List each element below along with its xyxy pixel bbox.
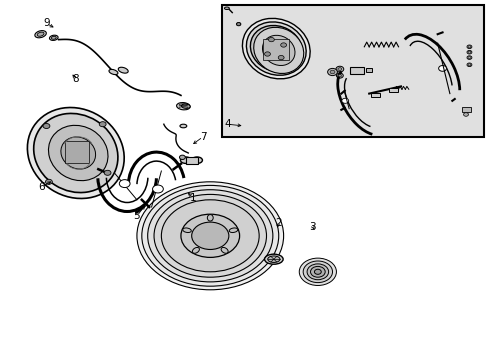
- Ellipse shape: [34, 113, 118, 193]
- Circle shape: [467, 51, 470, 53]
- FancyBboxPatch shape: [65, 141, 89, 163]
- Circle shape: [303, 261, 332, 283]
- Bar: [370, 93, 380, 97]
- Circle shape: [314, 269, 321, 274]
- Bar: [349, 67, 364, 74]
- Circle shape: [268, 37, 274, 42]
- Ellipse shape: [37, 32, 44, 36]
- Ellipse shape: [253, 27, 303, 73]
- Ellipse shape: [262, 35, 294, 66]
- Circle shape: [264, 52, 270, 56]
- Circle shape: [152, 185, 163, 193]
- Ellipse shape: [242, 18, 309, 79]
- Ellipse shape: [35, 31, 46, 38]
- Ellipse shape: [466, 45, 471, 49]
- Circle shape: [329, 70, 334, 74]
- Bar: [461, 107, 470, 112]
- Text: 8: 8: [72, 74, 79, 84]
- Circle shape: [306, 264, 328, 280]
- Circle shape: [467, 57, 470, 59]
- Ellipse shape: [109, 69, 118, 75]
- Circle shape: [310, 266, 325, 277]
- Text: 7: 7: [199, 132, 206, 142]
- Circle shape: [147, 190, 272, 282]
- Ellipse shape: [267, 256, 279, 262]
- FancyBboxPatch shape: [263, 39, 289, 60]
- Circle shape: [299, 258, 336, 285]
- Ellipse shape: [466, 63, 471, 67]
- Ellipse shape: [183, 228, 191, 233]
- Circle shape: [137, 182, 283, 290]
- Circle shape: [280, 43, 286, 47]
- Circle shape: [341, 98, 348, 103]
- Ellipse shape: [191, 157, 202, 163]
- Circle shape: [119, 180, 130, 188]
- Text: 4: 4: [224, 119, 230, 129]
- Ellipse shape: [466, 56, 471, 59]
- Ellipse shape: [176, 103, 190, 110]
- Ellipse shape: [246, 22, 305, 75]
- Ellipse shape: [229, 228, 237, 233]
- Circle shape: [337, 68, 341, 71]
- Circle shape: [278, 55, 284, 60]
- Circle shape: [142, 185, 278, 286]
- Ellipse shape: [181, 104, 190, 108]
- Text: 3: 3: [309, 222, 316, 232]
- Circle shape: [179, 155, 185, 159]
- Circle shape: [191, 222, 228, 249]
- Circle shape: [181, 214, 239, 257]
- Bar: [222, 5, 483, 137]
- Ellipse shape: [192, 247, 199, 253]
- Ellipse shape: [51, 36, 56, 39]
- Circle shape: [154, 194, 266, 277]
- Text: 6: 6: [38, 182, 45, 192]
- Ellipse shape: [49, 35, 58, 40]
- Ellipse shape: [250, 26, 302, 72]
- Bar: [388, 88, 397, 92]
- Circle shape: [338, 74, 341, 77]
- Text: 2: 2: [275, 218, 282, 228]
- Ellipse shape: [61, 137, 95, 169]
- Bar: [365, 68, 371, 72]
- Ellipse shape: [221, 247, 228, 253]
- Ellipse shape: [224, 7, 229, 9]
- Circle shape: [99, 122, 106, 127]
- Circle shape: [104, 170, 111, 175]
- Ellipse shape: [180, 157, 191, 163]
- Circle shape: [438, 66, 446, 71]
- Ellipse shape: [48, 125, 108, 181]
- Ellipse shape: [264, 254, 283, 264]
- Circle shape: [467, 46, 470, 48]
- Text: 1: 1: [189, 193, 196, 203]
- Text: 9: 9: [43, 18, 50, 28]
- Circle shape: [161, 200, 259, 272]
- Ellipse shape: [466, 50, 471, 54]
- Text: 5: 5: [133, 211, 140, 221]
- Circle shape: [236, 23, 240, 26]
- Circle shape: [43, 123, 50, 129]
- Ellipse shape: [236, 22, 240, 26]
- Ellipse shape: [335, 66, 343, 72]
- Circle shape: [45, 179, 52, 184]
- Circle shape: [463, 113, 468, 116]
- Ellipse shape: [207, 215, 213, 221]
- Circle shape: [467, 64, 470, 66]
- Ellipse shape: [327, 68, 337, 76]
- Ellipse shape: [180, 124, 186, 128]
- Bar: [185, 157, 198, 164]
- Ellipse shape: [336, 73, 343, 78]
- Ellipse shape: [118, 67, 128, 73]
- Ellipse shape: [27, 108, 124, 198]
